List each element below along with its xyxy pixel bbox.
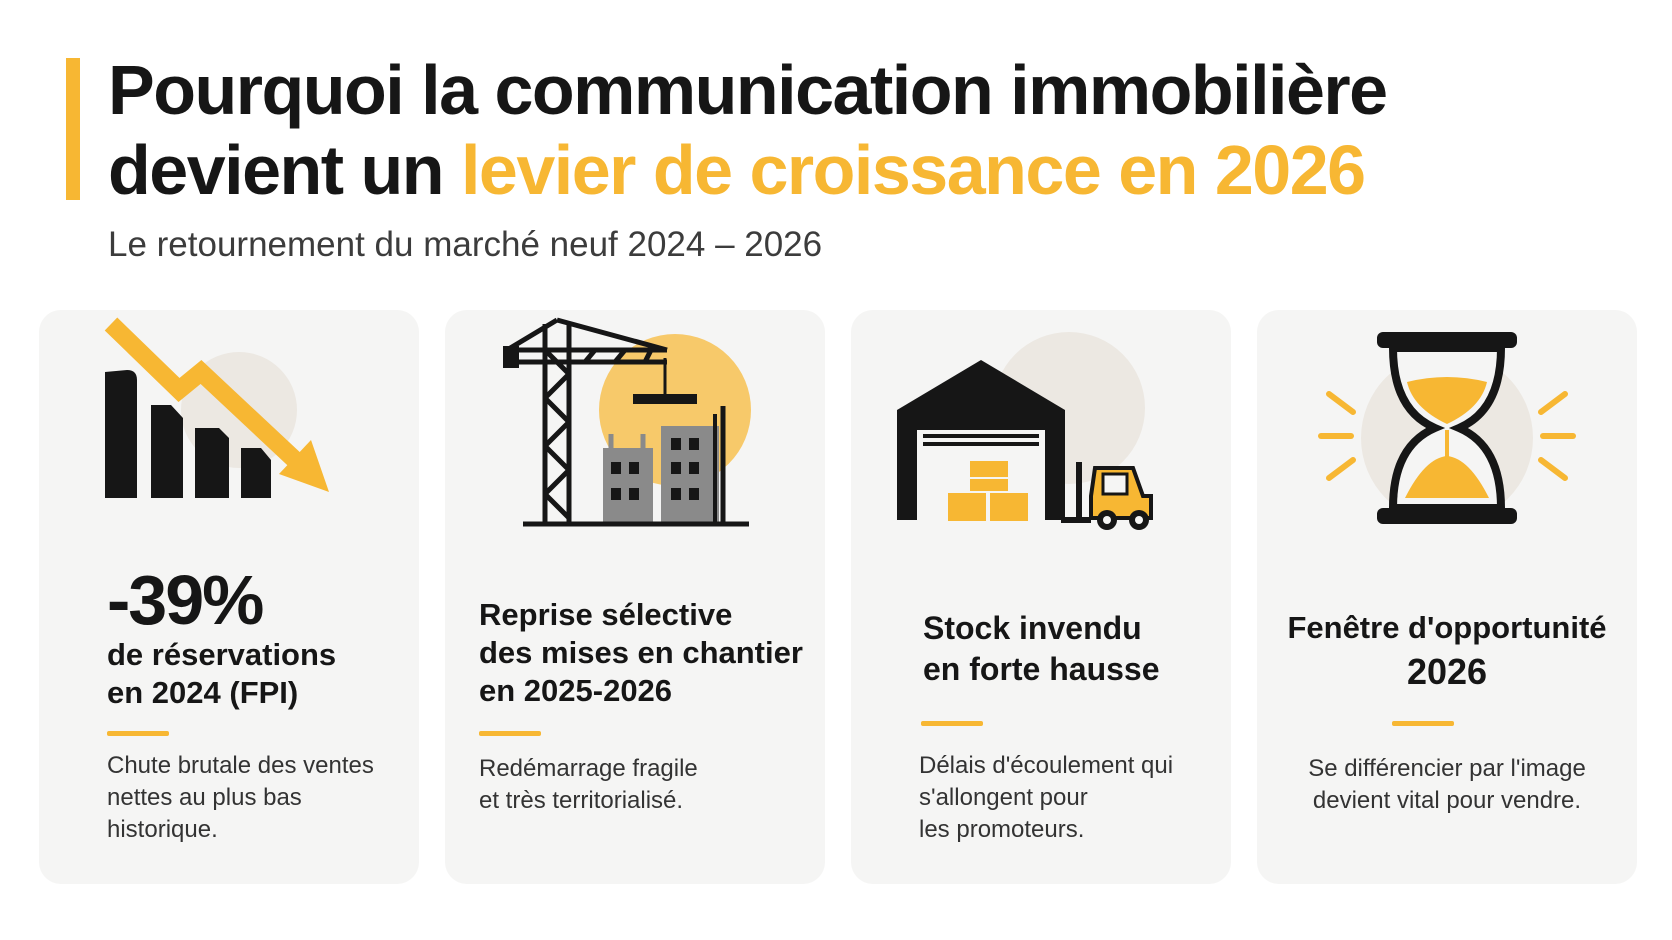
desc-line: Se différencier par l'image bbox=[1308, 755, 1586, 782]
card-heading: de réservations en 2024 (FPI) bbox=[107, 636, 407, 712]
divider bbox=[921, 721, 983, 726]
title-line-2-highlight: levier de croissance en 2026 bbox=[460, 131, 1366, 209]
card-heading: Reprise sélective des mises en chantier … bbox=[479, 596, 819, 710]
heading-line: Fenêtre d'opportunité bbox=[1287, 610, 1607, 645]
title-accent-bar bbox=[66, 58, 80, 200]
desc-line: s'allongent pour bbox=[919, 784, 1088, 811]
desc-line: et très territorialisé. bbox=[479, 787, 684, 814]
stat-value: -39% bbox=[107, 561, 264, 639]
heading-line: en forte hausse bbox=[923, 651, 1160, 687]
heading-line: Stock invendu bbox=[923, 610, 1142, 646]
page-title: Pourquoi la communication immobilière de… bbox=[108, 50, 1628, 210]
page-subtitle: Le retournement du marché neuf 2024 – 20… bbox=[108, 225, 823, 264]
desc-line: historique. bbox=[107, 816, 218, 843]
card-description: Redémarrage fragile et très territoriali… bbox=[479, 753, 799, 817]
desc-line: devient vital pour vendre. bbox=[1312, 787, 1582, 814]
hourglass-icon bbox=[1257, 310, 1637, 570]
heading-year: 2026 bbox=[1406, 651, 1488, 692]
desc-line: Délais d'écoulement qui bbox=[919, 752, 1174, 779]
card-opportunity-window: Fenêtre d'opportunité 2026 Se différenci… bbox=[1257, 310, 1637, 884]
card-description: Chute brutale des ventes nettes au plus … bbox=[107, 750, 407, 846]
desc-line: Chute brutale des ventes bbox=[107, 752, 374, 779]
divider bbox=[479, 731, 541, 736]
desc-line: nettes au plus bas bbox=[107, 784, 302, 811]
heading-line: Reprise sélective bbox=[479, 597, 733, 632]
heading-line: de réservations bbox=[107, 637, 337, 672]
card-reservations-drop: -39% de réservations en 2024 (FPI) Chute… bbox=[39, 310, 419, 884]
heading-line: en 2025-2026 bbox=[479, 673, 673, 708]
card-heading: Fenêtre d'opportunité 2026 bbox=[1257, 606, 1637, 694]
card-unsold-stock: Stock invendu en forte hausse Délais d'é… bbox=[851, 310, 1231, 884]
construction-crane-icon bbox=[445, 310, 825, 570]
heading-line: en 2024 (FPI) bbox=[107, 675, 299, 710]
declining-bar-chart-icon bbox=[39, 310, 419, 570]
title-line-2-plain: devient un bbox=[108, 131, 461, 209]
card-description: Se différencier par l'image devient vita… bbox=[1257, 753, 1637, 817]
card-heading: Stock invendu en forte hausse bbox=[923, 608, 1223, 690]
title-line-1: Pourquoi la communication immobilière bbox=[108, 51, 1388, 129]
divider bbox=[107, 731, 169, 736]
desc-line: les promoteurs. bbox=[919, 816, 1085, 843]
heading-line: des mises en chantier bbox=[479, 635, 803, 670]
divider bbox=[1392, 721, 1454, 726]
desc-line: Redémarrage fragile bbox=[479, 755, 698, 782]
card-construction-restart: Reprise sélective des mises en chantier … bbox=[445, 310, 825, 884]
card-description: Délais d'écoulement qui s'allongent pour… bbox=[919, 750, 1209, 846]
warehouse-forklift-icon bbox=[851, 310, 1231, 570]
